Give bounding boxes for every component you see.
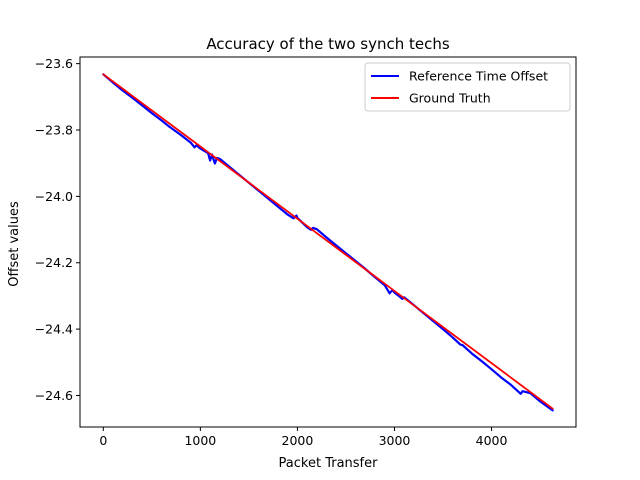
- chart-title: Accuracy of the two synch techs: [206, 35, 450, 53]
- legend-label-reference-time-offset: Reference Time Offset: [409, 69, 548, 84]
- y-tick-label: −24.2: [35, 255, 73, 270]
- plot-area-frame: [79, 56, 577, 428]
- y-tick-label: −23.6: [35, 56, 73, 71]
- x-axis: 0 1000 2000 3000 4000: [99, 427, 508, 448]
- series-line-ground-truth: [102, 73, 554, 410]
- x-tick-label: 2000: [282, 433, 314, 448]
- x-tick-label: 1000: [184, 433, 216, 448]
- legend-label-ground-truth: Ground Truth: [409, 91, 491, 106]
- y-axis-label: Offset values: [7, 201, 22, 287]
- y-tick-label: −23.8: [35, 123, 73, 138]
- y-axis: −23.6 −23.8 −24.0 −24.2 −24.4 −24.6: [35, 56, 80, 403]
- y-tick-label: −24.4: [35, 322, 73, 337]
- y-tick-label: −24.6: [35, 388, 73, 403]
- y-tick-label: −24.0: [35, 189, 73, 204]
- x-axis-label: Packet Transfer: [279, 456, 379, 471]
- series-layer: [102, 73, 554, 412]
- x-tick-label: 0: [99, 433, 107, 448]
- series-line-reference-time-offset: [102, 73, 554, 412]
- x-tick-label: 3000: [379, 433, 411, 448]
- x-tick-label: 4000: [476, 433, 508, 448]
- legend: Reference Time Offset Ground Truth: [364, 62, 571, 112]
- legend-box: [364, 62, 571, 112]
